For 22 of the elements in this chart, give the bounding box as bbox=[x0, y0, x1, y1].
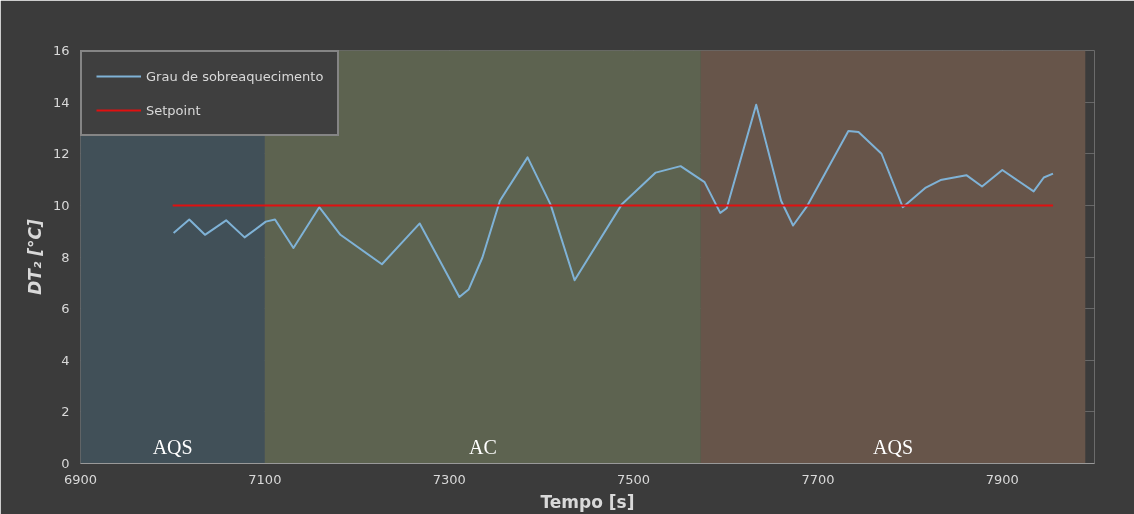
y-tick-label: 6 bbox=[61, 301, 70, 317]
x-tick-label: 7300 bbox=[432, 471, 466, 487]
y-tick-label: 16 bbox=[52, 43, 70, 58]
legend-label: Grau de sobreaquecimento bbox=[146, 68, 324, 84]
y-tick-label: 14 bbox=[52, 94, 70, 110]
x-axis-title: Tempo [s] bbox=[540, 491, 635, 512]
legend-label: Setpoint bbox=[146, 102, 201, 118]
band-label: AQS bbox=[152, 435, 193, 458]
y-tick-label: 12 bbox=[52, 146, 70, 162]
y-tick-label: 0 bbox=[61, 456, 70, 471]
x-tick-label: 7700 bbox=[801, 471, 835, 487]
y-axis-title: DT₂ [°C] bbox=[24, 218, 45, 295]
y-tick-label: 8 bbox=[61, 249, 70, 265]
x-tick-label: 7500 bbox=[617, 471, 651, 487]
band-label: AQS bbox=[873, 435, 914, 458]
y-tick-label: 4 bbox=[61, 352, 70, 368]
x-tick-label: 6900 bbox=[63, 471, 98, 487]
band-label: AC bbox=[468, 435, 497, 458]
y-tick-label: 10 bbox=[52, 197, 70, 213]
x-tick-label: 7900 bbox=[985, 471, 1019, 487]
y-tick-label: 2 bbox=[61, 404, 70, 420]
x-tick-label: 7100 bbox=[248, 471, 282, 487]
